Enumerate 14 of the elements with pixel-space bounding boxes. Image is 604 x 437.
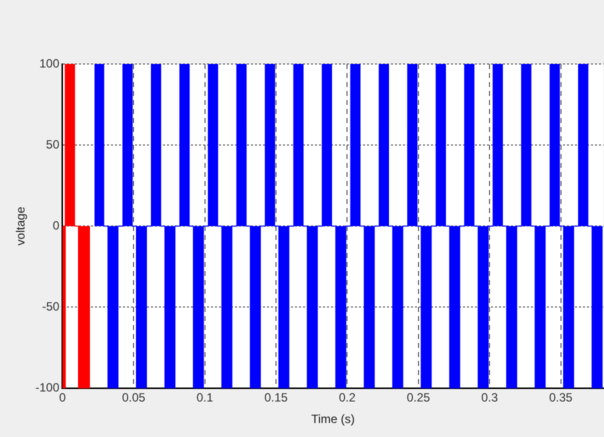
x-tick-label: 0.05 (122, 390, 146, 405)
y-axis-title: voltage (14, 206, 28, 246)
y-tick-label: -100 (35, 380, 60, 395)
x-tick-label: 0.2 (338, 390, 356, 405)
y-tick-label: -50 (42, 299, 60, 314)
y-tick-label: 100 (39, 56, 60, 70)
y-tick-label: 0 (52, 218, 60, 232)
y-tick-label: 50 (46, 137, 60, 152)
x-tick-label: 0.15 (264, 390, 288, 405)
x-tick-label: 0.1 (196, 390, 214, 405)
x-axis-title: Time (s) (311, 412, 355, 426)
x-tick-label: 0.25 (406, 390, 430, 405)
x-tick-label: 0.3 (481, 390, 498, 405)
x-tick-label: 0.35 (549, 390, 573, 405)
